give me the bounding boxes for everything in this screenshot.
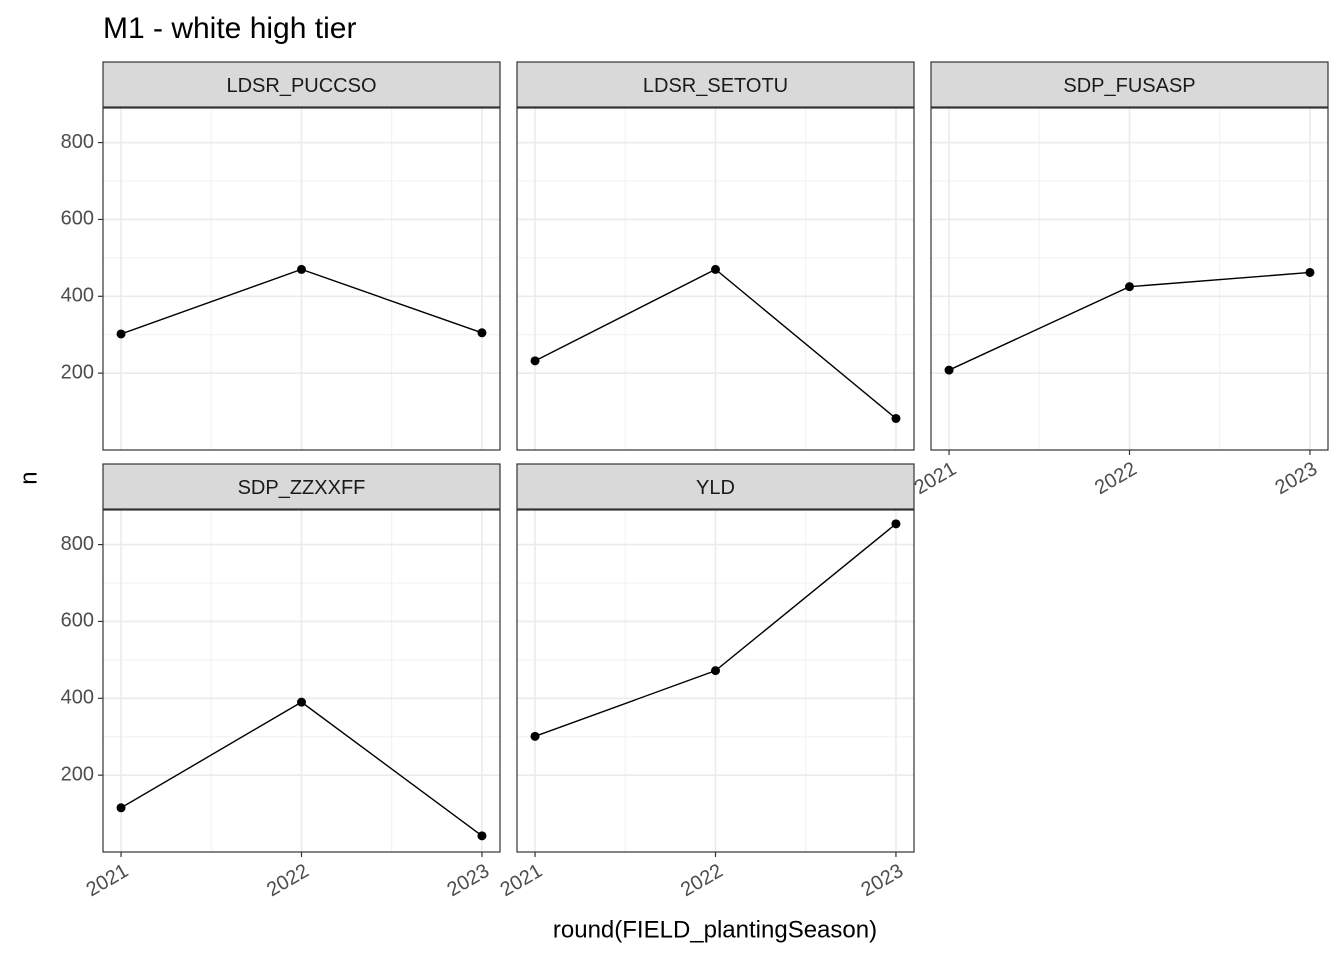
- y-tick-label: 400: [61, 285, 94, 307]
- data-point: [891, 519, 901, 529]
- strip-label: YLD: [696, 477, 735, 499]
- data-point: [297, 697, 306, 707]
- data-point: [297, 264, 306, 274]
- data-point: [1305, 267, 1315, 277]
- chart-title: M1 - white high tier: [103, 12, 356, 45]
- data-point: [530, 356, 540, 366]
- strip: [930, 61, 1329, 108]
- y-tick-label: 400: [61, 687, 94, 709]
- y-tick-label: 200: [61, 763, 94, 785]
- strip-label: SDP_FUSASP: [1063, 75, 1195, 97]
- data-point: [711, 264, 720, 274]
- strip: [516, 61, 915, 108]
- x-axis-title: round(FIELD_plantingSeason): [553, 916, 877, 943]
- data-point: [116, 329, 126, 339]
- y-tick-label: 800: [61, 533, 94, 555]
- data-point: [711, 666, 720, 676]
- strip-label: LDSR_SETOTU: [643, 75, 788, 97]
- panel-border: [102, 107, 501, 451]
- data-point: [1125, 282, 1134, 292]
- y-tick-label: 600: [61, 610, 94, 632]
- data-point: [530, 731, 540, 741]
- y-axis-title: n: [15, 471, 42, 484]
- data-point: [477, 831, 487, 841]
- strip-label: LDSR_PUCCSO: [226, 75, 376, 97]
- panel-border: [516, 107, 915, 451]
- y-tick-label: 200: [61, 361, 94, 383]
- y-tick-label: 600: [61, 208, 94, 230]
- strip-label: SDP_ZZXXFF: [238, 477, 366, 499]
- strip: [102, 463, 501, 510]
- data-point: [116, 803, 126, 813]
- data-point: [944, 365, 954, 375]
- strip: [102, 61, 501, 108]
- strip: [516, 463, 915, 510]
- data-point: [477, 328, 487, 338]
- data-point: [891, 413, 901, 423]
- y-tick-label: 800: [61, 131, 94, 153]
